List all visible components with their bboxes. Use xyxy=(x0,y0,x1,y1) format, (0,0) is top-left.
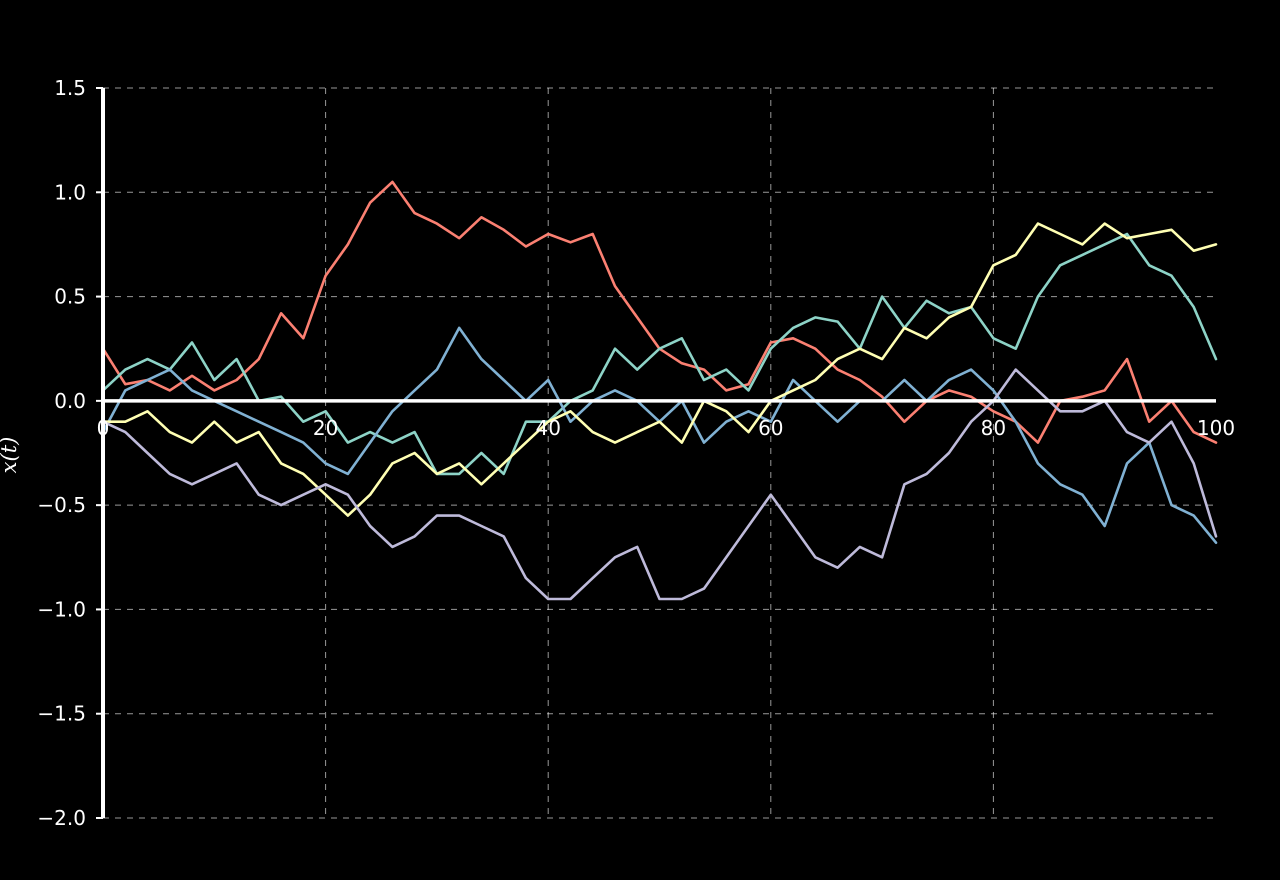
series-line-3 xyxy=(101,326,1218,545)
y-tick-label: 0.0 xyxy=(54,389,86,413)
y-axis-label: x(t) xyxy=(0,437,21,474)
series-line-2 xyxy=(101,232,1218,476)
y-tick-label: −1.0 xyxy=(37,597,86,621)
grid xyxy=(103,87,1216,819)
series-line-1 xyxy=(101,180,1218,444)
y-tick-label: −2.0 xyxy=(37,806,86,830)
y-tick-label: −0.5 xyxy=(37,493,86,517)
series-line-4 xyxy=(101,222,1218,517)
axes xyxy=(96,87,1216,819)
y-tick-label: 0.5 xyxy=(54,285,86,309)
x-tick-label: 40 xyxy=(535,416,560,440)
tick-labels: 1.5 1.0 0.5 0.0 −0.5 −1.0 −1.5 −2.0 0 20 40 60 80 100 xyxy=(37,76,1235,830)
x-tick-label: 80 xyxy=(981,416,1006,440)
y-tick-label: 1.0 xyxy=(54,180,86,204)
x-tick-label: 20 xyxy=(313,416,338,440)
series-line-5 xyxy=(101,368,1218,601)
x-tick-label: 0 xyxy=(97,416,110,440)
y-tick-label: −1.5 xyxy=(37,702,86,726)
x-tick-label: 60 xyxy=(758,416,783,440)
y-tick-label: 1.5 xyxy=(54,76,86,100)
x-tick-label: 100 xyxy=(1197,416,1235,440)
series-group xyxy=(101,180,1218,601)
